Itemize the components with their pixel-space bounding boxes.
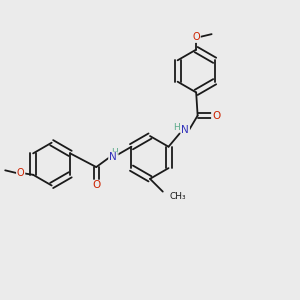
Text: N: N (182, 125, 189, 135)
Text: O: O (92, 181, 100, 190)
Text: H: H (111, 148, 118, 157)
Text: O: O (17, 168, 25, 178)
Text: H: H (174, 123, 180, 132)
Text: N: N (109, 152, 117, 162)
Text: O: O (212, 111, 220, 121)
Text: CH₃: CH₃ (170, 192, 187, 201)
Text: O: O (192, 32, 200, 42)
